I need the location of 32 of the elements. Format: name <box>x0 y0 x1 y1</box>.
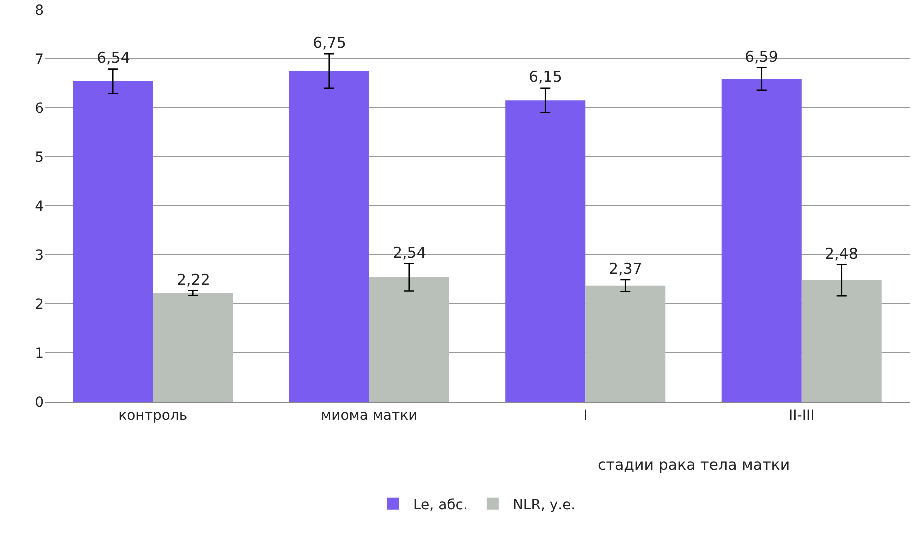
y-tick-label: 0 <box>35 394 44 411</box>
bar <box>506 100 586 402</box>
data-label: 6,15 <box>529 68 562 86</box>
data-label: 6,75 <box>313 34 346 52</box>
data-label: 6,59 <box>745 48 778 66</box>
y-tick-label: 1 <box>35 346 44 362</box>
data-label: 6,54 <box>97 49 130 67</box>
x-tick-label: миома матки <box>321 408 418 424</box>
y-tick-label: 8 <box>35 2 44 19</box>
bar <box>722 79 802 402</box>
y-tick-label: 2 <box>35 296 44 313</box>
x-tick-label: II-III <box>789 408 815 424</box>
y-tick-label: 3 <box>35 248 44 264</box>
y-tick-label: 6 <box>35 100 44 117</box>
bar <box>153 293 234 402</box>
bar <box>586 286 666 402</box>
y-tick-label: 5 <box>35 150 44 166</box>
x-tick-label: I <box>584 408 588 424</box>
bar <box>802 280 882 402</box>
data-label: 2,22 <box>177 271 210 289</box>
y-tick-label: 7 <box>35 52 44 68</box>
bar <box>289 71 370 402</box>
data-label: 2,48 <box>825 245 858 263</box>
legend-label: Le, абс. <box>414 497 468 514</box>
text: стадии рака тела матки <box>598 456 790 474</box>
bar <box>369 278 450 402</box>
x-tick-label: контроль <box>118 408 188 424</box>
data-label: 2,37 <box>609 260 642 278</box>
y-tick-label: 4 <box>35 198 44 215</box>
data-label: 2,54 <box>393 244 426 262</box>
bar <box>73 82 154 402</box>
legend-label: NLR, у.е. <box>512 497 576 514</box>
